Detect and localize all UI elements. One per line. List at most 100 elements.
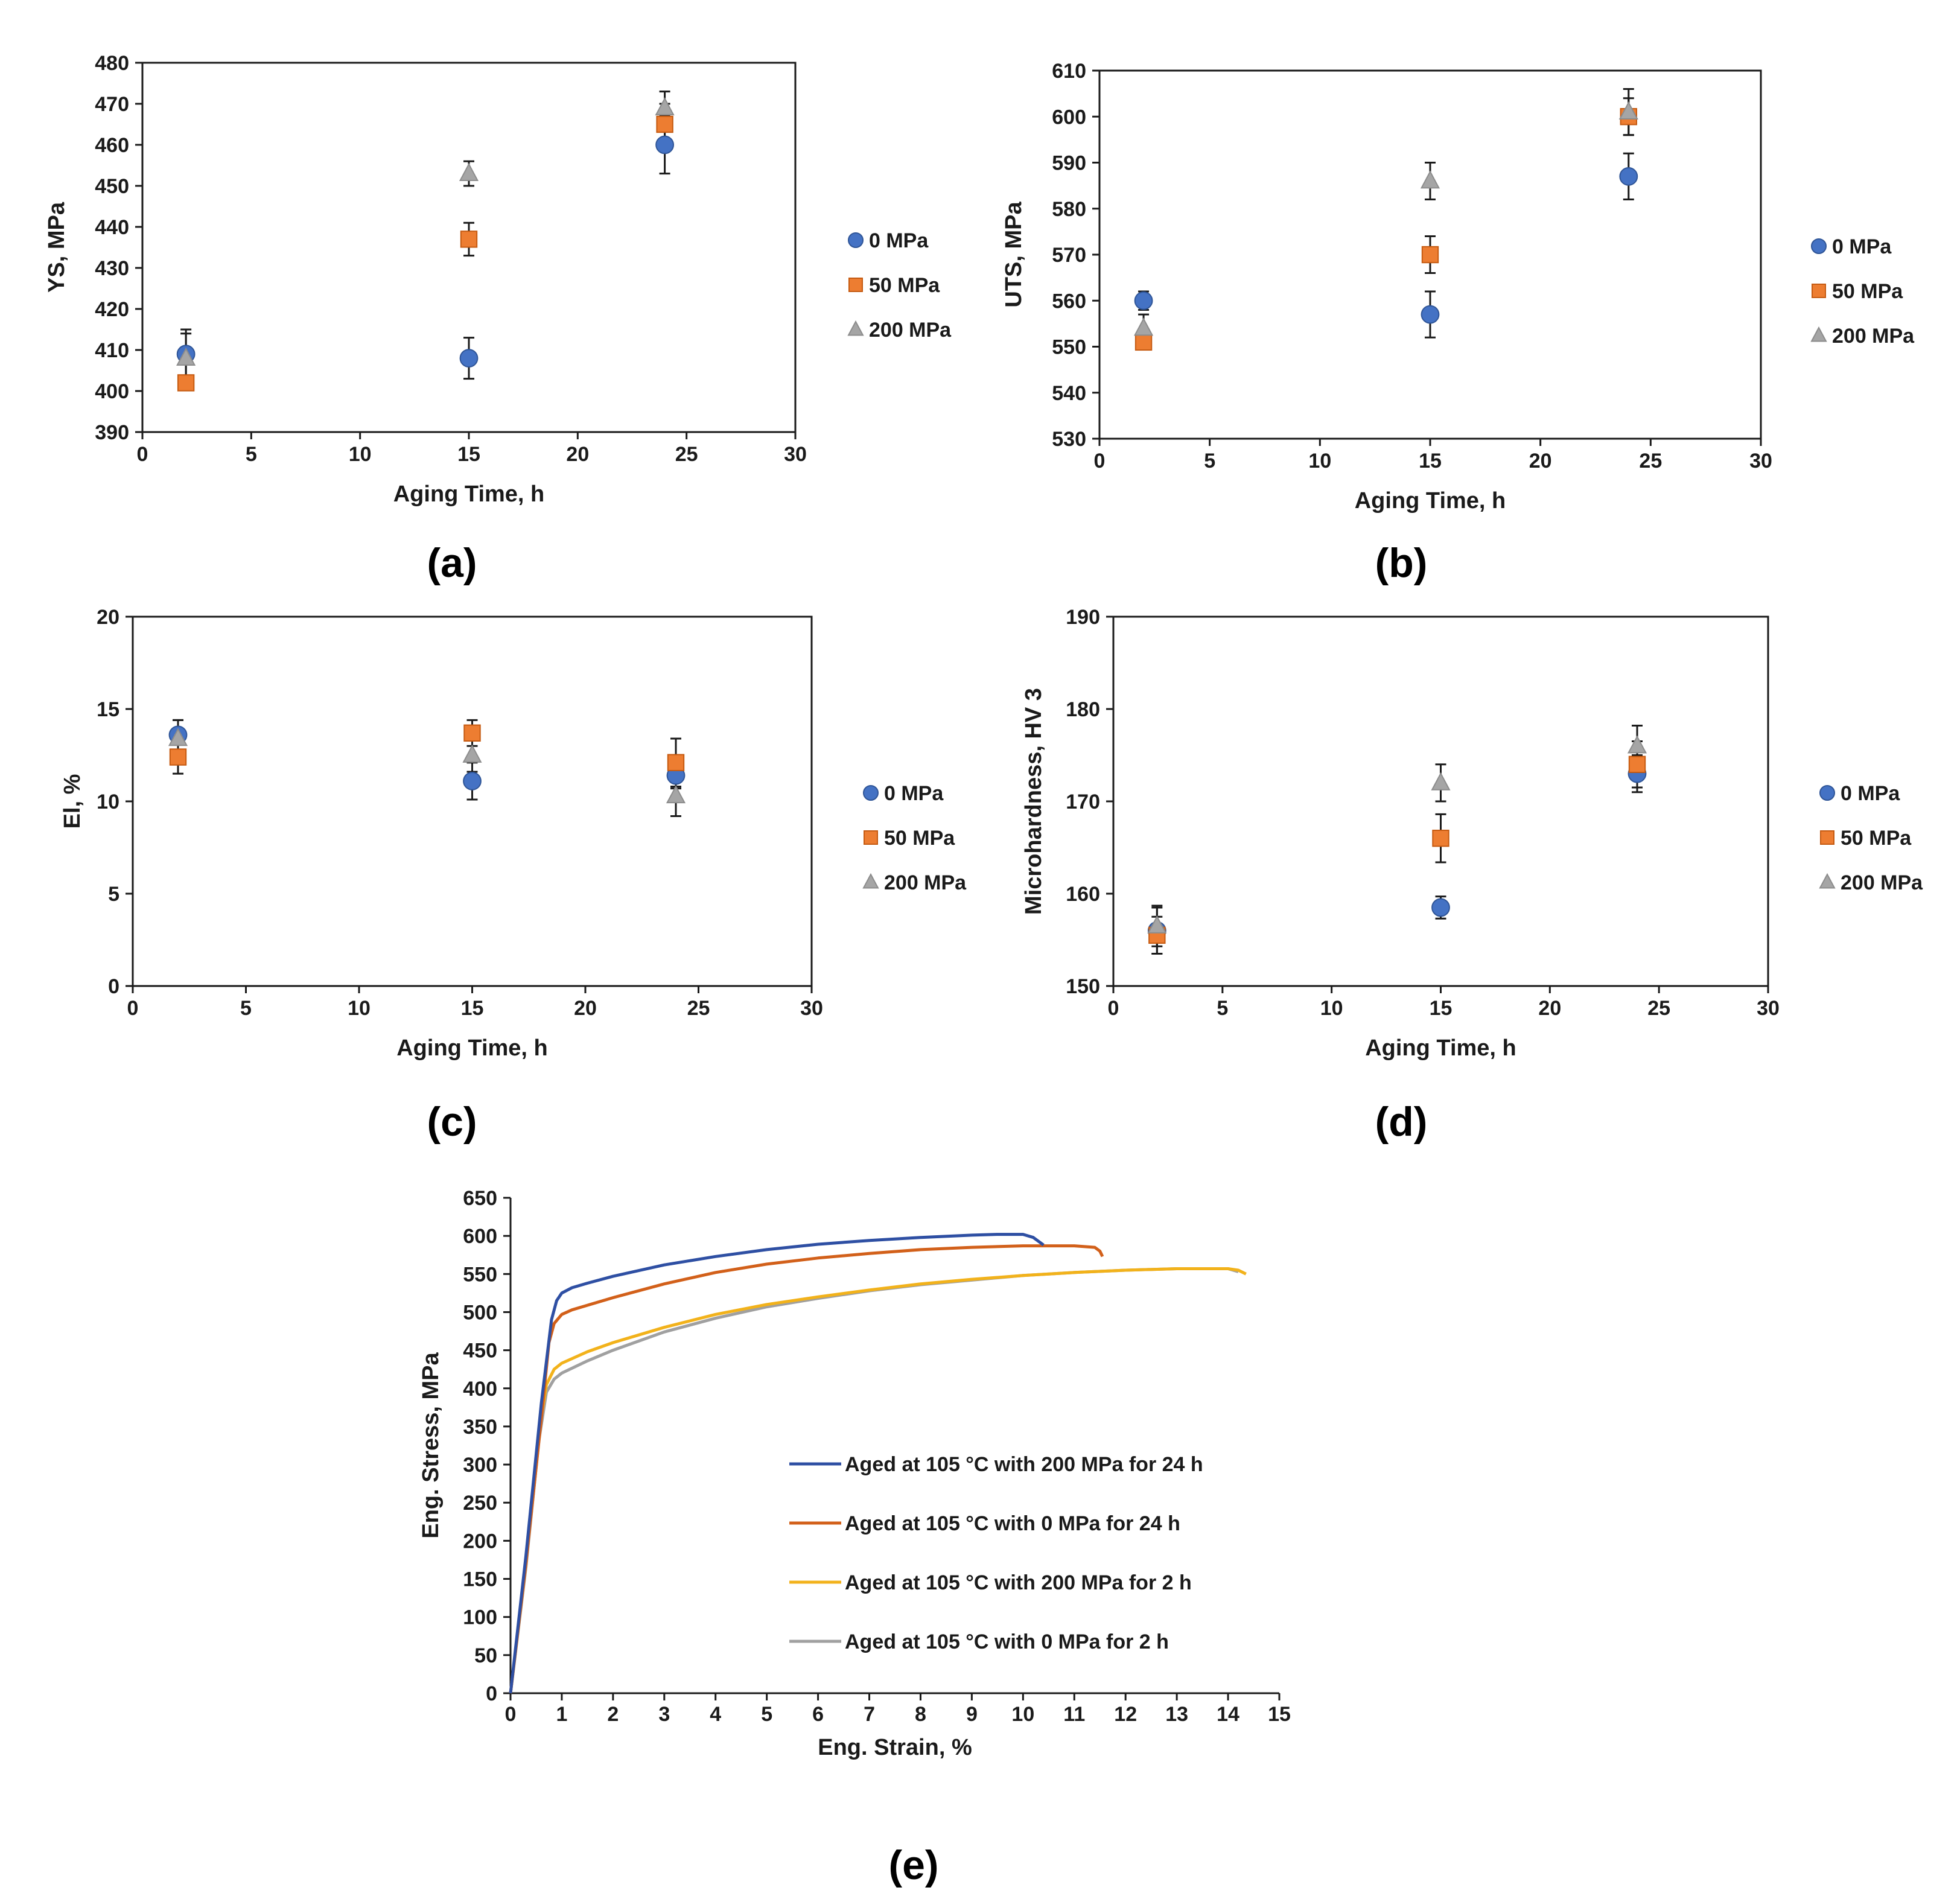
- data-point-200-mpa: [462, 744, 482, 763]
- x-tick-label: 10: [1011, 1703, 1034, 1726]
- curve-aged-at-105-c-with-200-mpa-for-24-h: [509, 1233, 1045, 1694]
- x-tick-label: 13: [1165, 1703, 1188, 1726]
- y-tick-label: 590: [1052, 152, 1086, 175]
- y-tick-label: 470: [95, 93, 129, 116]
- y-tick-label: 5: [108, 883, 119, 906]
- y-tick-label: 540: [1052, 382, 1086, 405]
- legend-marker-50-mpa: [848, 278, 863, 292]
- legend-marker-50-mpa: [1820, 830, 1834, 845]
- data-point-200-mpa: [1618, 101, 1638, 119]
- x-tick-label: 12: [1114, 1703, 1137, 1726]
- legend-label-0-mpa: 0 MPa: [869, 229, 929, 252]
- data-point-200-mpa: [1133, 317, 1154, 336]
- y-axis-title: Eng. Stress, MPa: [418, 1352, 444, 1538]
- x-tick-label: 25: [687, 997, 710, 1020]
- y-tick-label: 610: [1052, 60, 1086, 83]
- data-point-200-mpa: [1627, 735, 1647, 754]
- curve-aged-at-105-c-with-200-mpa-for-2-h: [509, 1267, 1247, 1694]
- data-point-200-mpa: [459, 162, 479, 181]
- legend-marker-0-mpa: [1811, 238, 1827, 254]
- data-point-0-mpa: [1431, 898, 1450, 917]
- data-point-50-mpa: [656, 115, 673, 133]
- x-tick-label: 0: [1108, 997, 1119, 1020]
- y-tick-label: 390: [95, 421, 129, 444]
- panel-label-b: (b): [1375, 540, 1428, 586]
- panel-d: 0 5 10 15 20 25 30 150 160 170 180 190 Aging Time, h…: [1021, 606, 1923, 1061]
- y-tick-label: 650: [463, 1187, 497, 1210]
- x-tick-label: 7: [864, 1703, 875, 1726]
- x-axis-title: Eng. Strain, %: [818, 1735, 972, 1760]
- x-tick-label: 10: [1320, 997, 1343, 1020]
- x-tick-label: 11: [1063, 1703, 1085, 1726]
- y-tick-label: 400: [95, 380, 129, 403]
- y-tick-label: 100: [463, 1606, 497, 1629]
- y-axis-title: Microhardness, HV 3: [1021, 688, 1046, 915]
- x-tick-label: 10: [1308, 450, 1331, 472]
- data-point-50-mpa: [1432, 830, 1449, 847]
- y-tick-label: 570: [1052, 244, 1086, 267]
- x-tick-label: 0: [127, 997, 139, 1020]
- legend-marker-0-mpa: [863, 785, 879, 801]
- data-point-50-mpa: [460, 231, 478, 248]
- data-point-0-mpa: [655, 135, 674, 154]
- y-tick-label: 350: [463, 1416, 497, 1439]
- y-tick-label: 250: [463, 1492, 497, 1515]
- x-tick-label: 20: [566, 443, 589, 466]
- x-axis-title: Aging Time, h: [396, 1035, 548, 1061]
- y-tick-label: 300: [463, 1454, 497, 1477]
- y-tick-label: 600: [463, 1225, 497, 1248]
- y-tick-label: 200: [463, 1530, 497, 1553]
- y-tick-label: 190: [1066, 606, 1100, 629]
- x-tick-label: 14: [1217, 1703, 1239, 1726]
- data-point-200-mpa: [176, 347, 196, 366]
- legend-label-200-mpa: 200 MPa: [1832, 325, 1915, 348]
- legend-label-50-mpa: 50 MPa: [1841, 827, 1912, 850]
- x-tick-label: 10: [348, 997, 371, 1020]
- x-tick-label: 1: [556, 1703, 567, 1726]
- panel-e: 0 1 2 3 4 5 6 7 8 9 10 11 12 13 14 15050100150200250300…: [418, 1187, 1291, 1760]
- legend-marker-0-mpa: [848, 232, 864, 248]
- y-tick-label: 550: [463, 1263, 497, 1286]
- x-tick-label: 20: [1538, 997, 1561, 1020]
- x-tick-label: 5: [1217, 997, 1228, 1020]
- y-tick-label: 10: [97, 790, 119, 813]
- y-tick-label: 500: [463, 1301, 497, 1324]
- legend-label-0-mpa: 0 MPa: [1832, 235, 1892, 258]
- y-tick-label: 0: [108, 975, 119, 998]
- y-tick-label: 430: [95, 257, 129, 280]
- x-tick-label: 5: [246, 443, 257, 466]
- legend-label-aged-at-105-c-with-0-mpa-for-2-h: Aged at 105 °C with 0 MPa for 2 h: [845, 1630, 1169, 1653]
- x-tick-label: 5: [240, 997, 252, 1020]
- x-tick-label: 0: [505, 1703, 517, 1726]
- x-tick-label: 25: [675, 443, 698, 466]
- data-point-50-mpa: [667, 754, 685, 771]
- y-tick-label: 480: [95, 52, 129, 75]
- y-tick-label: 530: [1052, 428, 1086, 451]
- legend-label-50-mpa: 50 MPa: [869, 274, 940, 297]
- x-tick-label: 20: [1529, 450, 1552, 472]
- legend-marker-200-mpa: [847, 320, 864, 336]
- x-tick-label: 0: [1094, 450, 1106, 472]
- x-tick-label: 15: [1419, 450, 1442, 472]
- x-tick-label: 20: [574, 997, 597, 1020]
- legend-label-aged-at-105-c-with-200-mpa-for-24-h: Aged at 105 °C with 200 MPa for 24 h: [845, 1453, 1203, 1476]
- x-tick-label: 3: [658, 1703, 670, 1726]
- data-point-200-mpa: [655, 97, 675, 116]
- y-tick-label: 20: [97, 606, 119, 629]
- data-point-200-mpa: [1431, 772, 1451, 790]
- data-point-200-mpa: [1420, 170, 1440, 189]
- data-point-50-mpa: [169, 748, 187, 766]
- x-tick-label: 25: [1639, 450, 1662, 472]
- y-tick-label: 150: [1066, 975, 1100, 998]
- x-tick-label: 25: [1647, 997, 1670, 1020]
- y-tick-label: 440: [95, 216, 129, 239]
- data-point-0-mpa: [1421, 305, 1440, 324]
- y-axis-title: El, %: [60, 774, 85, 829]
- y-tick-label: 400: [463, 1378, 497, 1401]
- x-tick-label: 15: [1268, 1703, 1291, 1726]
- x-tick-label: 15: [457, 443, 480, 466]
- legend-label-aged-at-105-c-with-200-mpa-for-2-h: Aged at 105 °C with 200 MPa for 2 h: [845, 1571, 1192, 1594]
- x-tick-label: 6: [812, 1703, 824, 1726]
- data-point-50-mpa: [1628, 755, 1646, 773]
